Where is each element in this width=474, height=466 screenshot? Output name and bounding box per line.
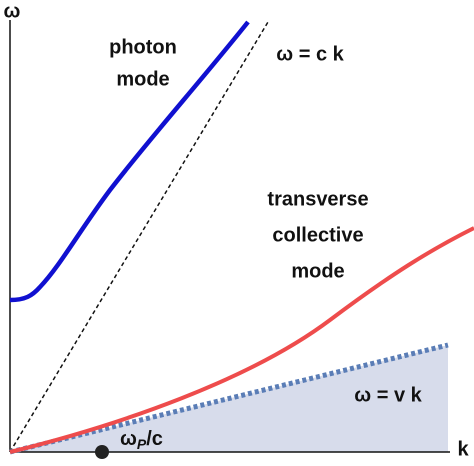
photon-label: mode <box>116 68 169 90</box>
plasma-label: ωP/c <box>120 428 163 451</box>
x-axis-label: k <box>457 438 469 460</box>
transverse-curve <box>9 226 474 454</box>
sound-line <box>9 342 449 455</box>
plasma-subscript: P <box>137 436 147 452</box>
plasma-suffix: /c <box>146 428 163 450</box>
transverse-label: collective <box>272 224 363 246</box>
plasma-point <box>95 445 109 459</box>
sound-line-label: ω = v k <box>354 384 422 406</box>
transverse-label: mode <box>291 260 344 282</box>
photon-label: photon <box>109 36 177 58</box>
y-axis-label: ω <box>4 0 21 22</box>
light-line-label: ω = c k <box>276 43 344 65</box>
plasma-symbol: ω <box>120 428 137 450</box>
transverse-label: transverse <box>267 188 368 210</box>
photon-curve <box>9 20 250 303</box>
